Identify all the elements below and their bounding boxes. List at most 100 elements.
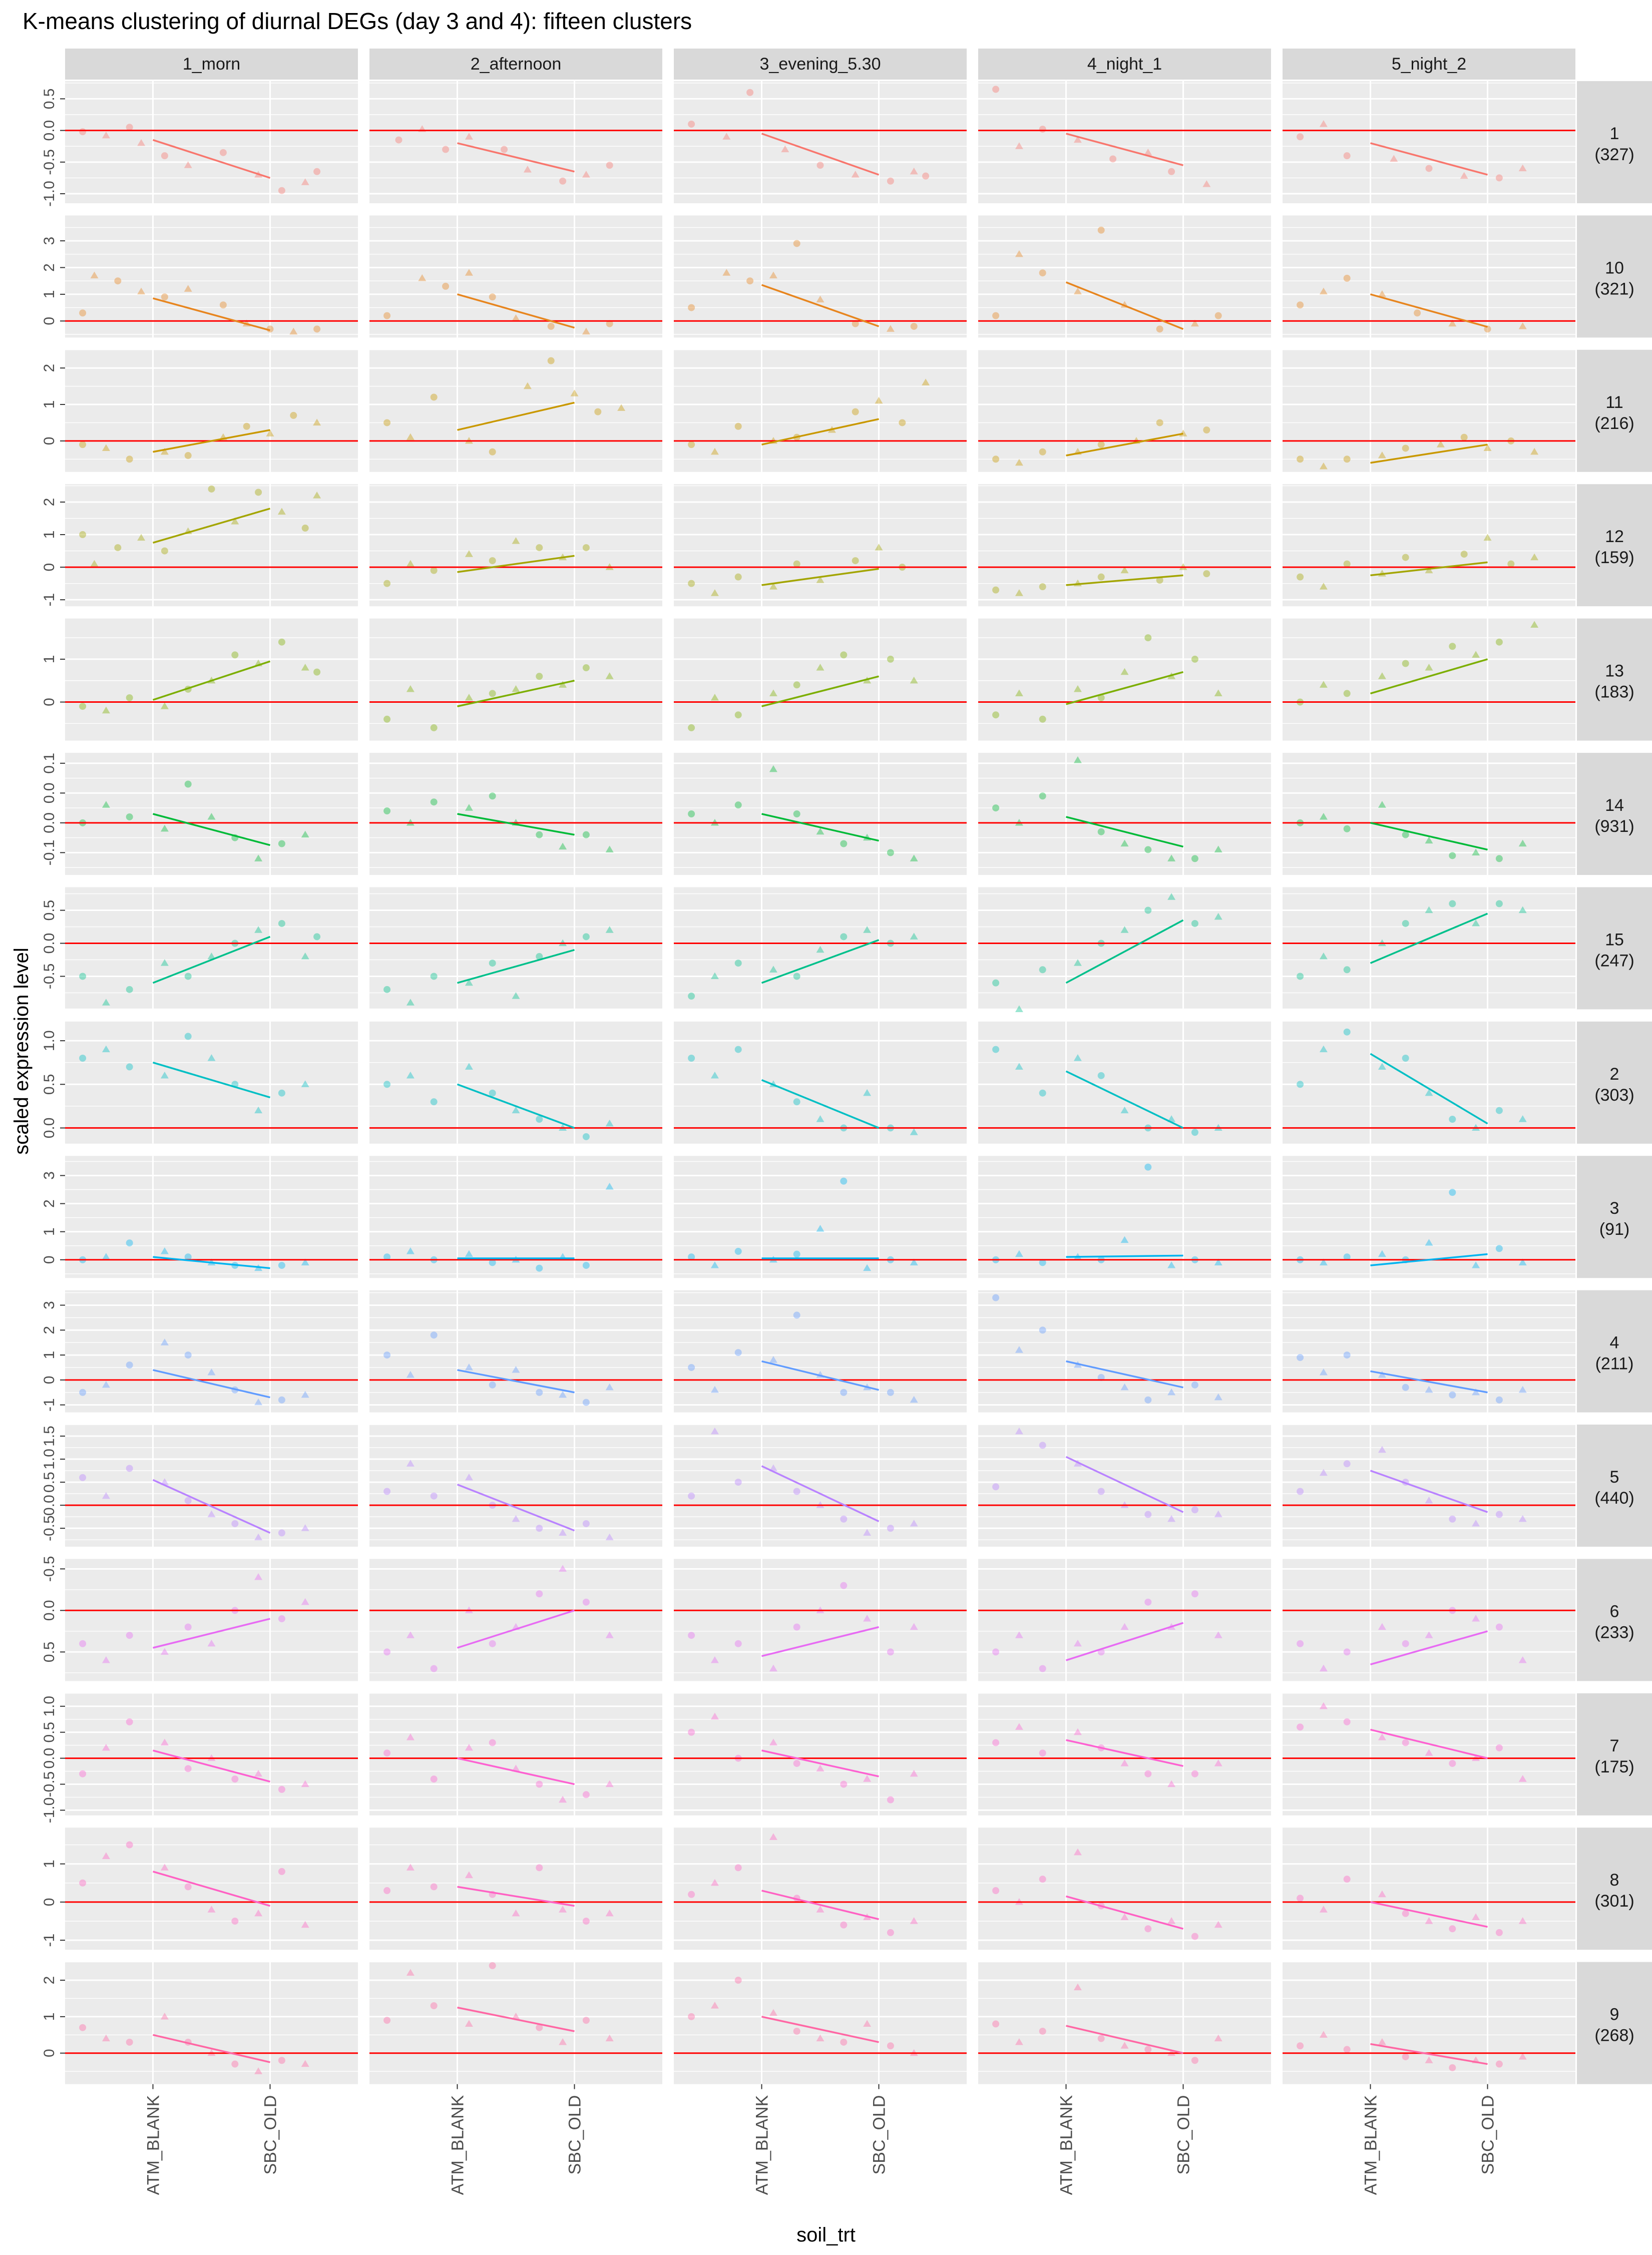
data-point [160,1738,169,1746]
data-point [992,1739,1000,1746]
trend-line [1066,133,1183,166]
data-point [1518,164,1527,172]
data-point [102,444,110,452]
data-point [1120,1236,1129,1243]
data-point [102,999,110,1006]
data-point [102,131,110,139]
trend-line [1066,1254,1183,1258]
panel-background [369,349,662,472]
row-strip-label: 12 [1605,527,1624,546]
data-point [255,489,262,496]
trend-line [1370,293,1488,328]
row-strip-label: 4 [1610,1333,1619,1352]
data-point [1120,1913,1129,1920]
data-point [1449,1515,1456,1523]
data-point [1449,1116,1456,1123]
data-point [442,282,450,290]
y-tick-label: -0.5 [41,1515,58,1541]
data-point [910,1258,918,1265]
data-point [1343,560,1351,568]
data-point [1120,1623,1129,1630]
data-point [489,1259,496,1266]
data-point [605,2034,614,2042]
data-point [1378,672,1386,679]
trend-line [153,1749,270,1783]
data-point [1343,274,1351,282]
data-point [383,715,391,723]
data-point [688,1492,695,1500]
data-point [278,1261,285,1269]
data-point [710,1879,719,1886]
trend-line [457,1369,575,1394]
data-point [102,706,110,714]
data-point [863,926,872,933]
trend-line [1370,913,1488,964]
data-point [278,2057,285,2064]
data-point [793,1311,800,1319]
data-point [840,2038,848,2046]
data-point [1449,2064,1456,2071]
data-point [501,146,508,153]
data-point [184,1253,192,1261]
y-tick-label: 2 [41,364,58,372]
data-point [910,854,918,861]
data-point [1483,444,1492,452]
data-point [1214,1393,1222,1401]
data-point [536,1525,543,1532]
data-point [1144,148,1152,156]
panel-background [978,618,1271,741]
panel-background [369,1828,662,1950]
data-point [184,973,192,980]
column-strip-label: 4_night_1 [1087,55,1162,74]
data-point [605,845,614,853]
panel-background [674,1828,967,1950]
panel-background [1283,887,1575,1010]
data-point [1297,456,1304,463]
data-point [887,1796,894,1803]
data-point [430,1883,438,1891]
data-point [1378,452,1386,459]
data-point [536,1264,543,1272]
data-point [688,810,695,817]
row-strip-count: (440) [1594,1489,1634,1508]
data-point [1390,155,1398,162]
data-point [559,842,567,850]
data-point [605,1780,614,1787]
data-point [1144,846,1152,853]
panel-background [1283,618,1575,741]
data-point [992,2020,1000,2028]
data-point [536,1116,543,1123]
data-point [1120,1106,1129,1114]
data-point [1073,1983,1082,1991]
data-point [746,277,754,285]
trend-line [1065,1070,1184,1129]
data-point [278,1089,285,1097]
panel-background [978,1290,1271,1413]
data-point [430,2002,438,2010]
data-point [301,1921,309,1928]
data-point [1015,2038,1023,2045]
y-tick-label: 2 [41,1976,58,1985]
data-point [278,840,285,847]
panel-background [978,349,1271,472]
data-point [582,1399,590,1406]
data-point [1015,459,1023,466]
data-point [992,312,1000,319]
data-point [430,1098,438,1106]
data-point [852,408,859,415]
trend-line [1370,1470,1488,1513]
data-point [769,1738,777,1746]
panel-background [978,1021,1271,1144]
data-point [1449,900,1456,908]
y-tick-label: -0.5 [41,1771,58,1797]
data-point [1495,2060,1503,2068]
data-point [1191,920,1198,927]
data-point [1495,174,1503,182]
trend-line [1066,432,1183,457]
data-point [1156,325,1163,333]
data-point [536,1389,543,1396]
y-tick-label: 0.0 [41,120,58,141]
data-point [1518,1386,1527,1393]
data-point [160,1071,169,1079]
data-point [383,1488,391,1495]
